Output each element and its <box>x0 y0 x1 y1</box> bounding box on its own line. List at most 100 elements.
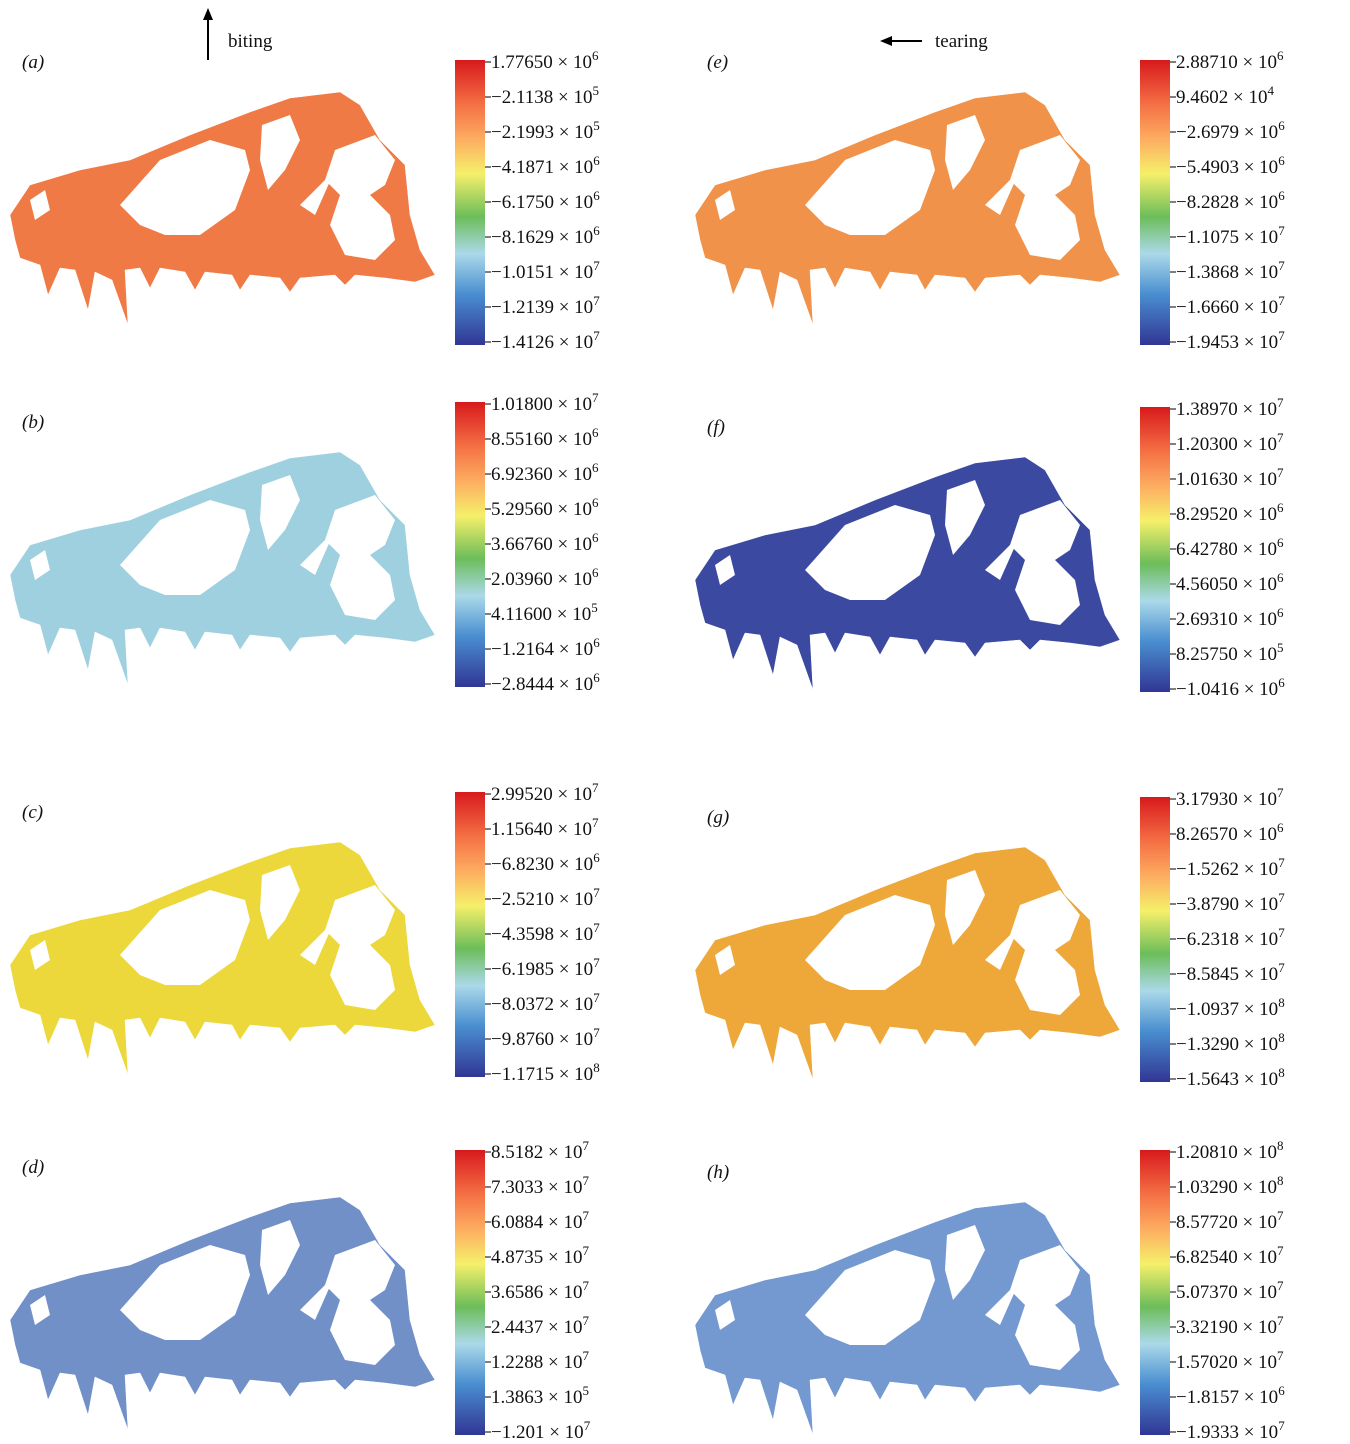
mantissa: −2.8444 × 10 <box>491 674 593 695</box>
exponent: 7 <box>593 990 600 1005</box>
mantissa: 8.55160 × 10 <box>491 429 592 450</box>
exponent: 7 <box>592 780 599 795</box>
exponent: 7 <box>1277 430 1284 445</box>
tick-label: −1.201 × 107 <box>491 1418 591 1439</box>
tick-label: −2.1138 × 105 <box>491 83 599 108</box>
exponent: 7 <box>1278 925 1285 940</box>
exponent: 5 <box>1277 640 1284 655</box>
exponent: 7 <box>1278 890 1285 905</box>
exponent: 7 <box>1277 395 1284 410</box>
tick-label: −1.6660 × 107 <box>1176 293 1285 318</box>
mantissa: −1.201 × 10 <box>491 1422 584 1439</box>
exponent: 6 <box>1277 570 1284 585</box>
tick-label: −1.3868 × 107 <box>1176 258 1285 283</box>
mantissa: 1.77650 × 10 <box>491 52 592 73</box>
tick-label: −6.1750 × 106 <box>491 188 600 213</box>
panel-label: (a) <box>22 52 44 73</box>
tick-label: 8.57720 × 107 <box>1176 1208 1284 1233</box>
exponent: 5 <box>591 600 598 615</box>
panel-label: (h) <box>707 1162 729 1183</box>
mantissa: −6.2318 × 10 <box>1176 929 1278 950</box>
mantissa: 3.17930 × 10 <box>1176 789 1277 810</box>
mantissa: 8.57720 × 10 <box>1176 1212 1277 1233</box>
tick-label: −2.1993 × 105 <box>491 118 600 143</box>
mantissa: −1.4126 × 10 <box>491 332 593 353</box>
exponent: 7 <box>1277 1348 1284 1363</box>
panel-label: (d) <box>22 1157 44 1178</box>
tick-label: −9.8760 × 107 <box>491 1025 600 1050</box>
tick-label: −6.1985 × 107 <box>491 955 600 980</box>
panel: (a) 1.77650 × 106−2.1138 × 105−2.1993 × 1… <box>9 48 600 353</box>
exponent: 7 <box>582 1208 589 1223</box>
exponent: 6 <box>593 153 600 168</box>
mantissa: −2.1993 × 10 <box>491 122 593 143</box>
exponent: 6 <box>1278 675 1285 690</box>
tick-label: 5.29560 × 106 <box>491 495 599 520</box>
tick-label: 8.26570 × 106 <box>1176 820 1284 845</box>
tick-label: 4.56050 × 106 <box>1176 570 1284 595</box>
mantissa: 4.56050 × 10 <box>1176 574 1277 595</box>
tick-label: −1.5262 × 107 <box>1176 855 1285 880</box>
colorbar <box>1140 797 1170 1082</box>
exponent: 6 <box>1277 605 1284 620</box>
exponent: 7 <box>593 955 600 970</box>
exponent: 8 <box>1278 995 1285 1010</box>
exponent: 6 <box>593 188 600 203</box>
tick-label: 3.6586 × 107 <box>491 1278 589 1303</box>
panel-label: (e) <box>707 52 728 73</box>
mantissa: −1.5262 × 10 <box>1176 859 1278 880</box>
mantissa: 5.07370 × 10 <box>1176 1282 1277 1303</box>
mantissa: −8.0372 × 10 <box>491 994 593 1015</box>
mantissa: 2.99520 × 10 <box>491 784 592 805</box>
exponent: 8 <box>1278 1065 1285 1080</box>
mantissa: −8.5845 × 10 <box>1176 964 1278 985</box>
tick-label: −1.9453 × 107 <box>1176 328 1285 353</box>
mantissa: −2.1138 × 10 <box>491 87 592 108</box>
exponent: 7 <box>1278 855 1285 870</box>
exponent: 6 <box>593 635 600 650</box>
mantissa: 7.3033 × 10 <box>491 1177 582 1198</box>
tick-label: 3.17930 × 107 <box>1176 785 1284 810</box>
tick-label: 8.25750 × 105 <box>1176 640 1283 665</box>
mantissa: 3.32190 × 10 <box>1176 1317 1277 1338</box>
mantissa: 4.11600 × 10 <box>491 604 591 625</box>
tick-label: −4.3598 × 107 <box>491 920 600 945</box>
tick-label: 9.4602 × 104 <box>1176 83 1274 108</box>
exponent: 7 <box>1278 1418 1285 1433</box>
exponent: 6 <box>592 48 599 63</box>
tick-label: −1.2164 × 106 <box>491 635 600 660</box>
tick-label: −5.4903 × 106 <box>1176 153 1285 178</box>
exponent: 7 <box>1278 258 1285 273</box>
exponent: 7 <box>1277 1208 1284 1223</box>
mantissa: −1.9453 × 10 <box>1176 332 1278 353</box>
tick-label: 2.4437 × 107 <box>491 1313 589 1338</box>
tick-label: 1.57020 × 107 <box>1176 1348 1284 1373</box>
tick-label: 6.82540 × 107 <box>1176 1243 1284 1268</box>
tick-label: −1.3290 × 108 <box>1176 1030 1285 1055</box>
tick-label: −6.2318 × 107 <box>1176 925 1285 950</box>
tick-label: 8.29520 × 106 <box>1176 500 1284 525</box>
tick-label: 7.3033 × 107 <box>491 1173 589 1198</box>
exponent: 7 <box>1278 293 1285 308</box>
exponent: 7 <box>582 1173 589 1188</box>
tick-label: 1.3863 × 105 <box>491 1383 589 1408</box>
tick-label: −2.8444 × 106 <box>491 670 600 695</box>
exponent: 6 <box>1278 153 1285 168</box>
tick-label: 1.77650 × 106 <box>491 48 599 73</box>
tick-label: 2.88710 × 106 <box>1176 48 1284 73</box>
exponent: 7 <box>592 390 599 405</box>
exponent: 5 <box>592 83 599 98</box>
exponent: 6 <box>593 223 600 238</box>
exponent: 7 <box>1277 1243 1284 1258</box>
arrow <box>203 8 922 60</box>
mantissa: −6.8230 × 10 <box>491 854 593 875</box>
exponent: 7 <box>593 293 600 308</box>
exponent: 7 <box>593 328 600 343</box>
colorbar <box>455 60 485 345</box>
exponent: 7 <box>582 1348 589 1363</box>
tick-label: −1.5643 × 108 <box>1176 1065 1285 1090</box>
mantissa: 3.6586 × 10 <box>491 1282 582 1303</box>
tick-label: 1.01800 × 107 <box>491 390 599 415</box>
